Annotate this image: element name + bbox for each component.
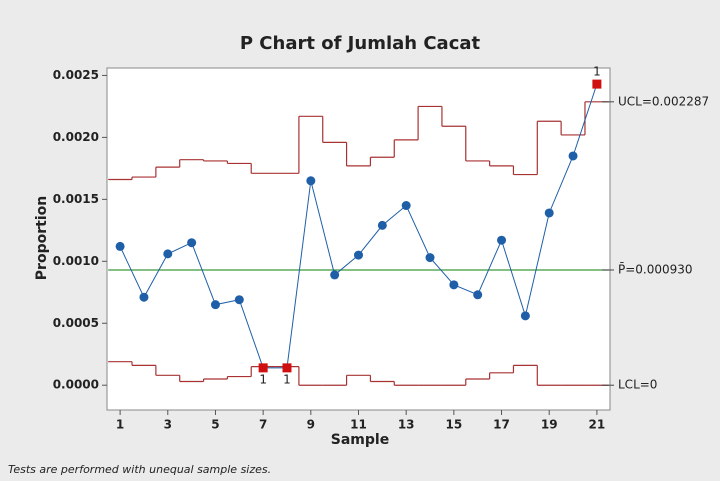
data-point: [473, 290, 483, 300]
data-point: [163, 249, 173, 259]
data-point: [520, 311, 530, 321]
data-point: [401, 201, 411, 211]
data-point: [497, 235, 507, 245]
x-tick-label: 17: [493, 418, 510, 432]
x-tick-label: 7: [259, 418, 267, 432]
flagged-point: [592, 79, 602, 89]
footnote: Tests are performed with unequal sample …: [8, 463, 271, 476]
x-tick-label: 1: [116, 418, 124, 432]
data-point: [377, 220, 387, 230]
limit-label: LCL=0: [618, 378, 657, 392]
x-tick-label: 3: [164, 418, 172, 432]
x-tick-label: 13: [398, 418, 415, 432]
data-point: [330, 270, 340, 280]
data-point: [354, 250, 363, 260]
data-point: [187, 238, 197, 248]
data-point: [568, 151, 578, 161]
data-point: [544, 208, 554, 218]
test-label: 1: [259, 372, 267, 386]
data-point: [210, 300, 220, 310]
flagged-point: [282, 363, 292, 373]
limit-label: P̄=0.000930: [618, 262, 693, 276]
data-point: [234, 295, 244, 305]
data-point: [306, 176, 316, 186]
x-tick-label: 11: [350, 418, 367, 432]
test-label: 1: [283, 372, 291, 386]
x-tick-label: 15: [446, 418, 463, 432]
data-point: [139, 292, 149, 302]
x-tick-label: 19: [541, 418, 558, 432]
y-tick-label: 0.0020: [53, 130, 99, 144]
y-axis-label: Proportion: [34, 196, 50, 280]
x-tick-label: 21: [589, 418, 606, 432]
data-point: [115, 241, 125, 251]
x-tick-label: 9: [307, 418, 315, 432]
x-axis-label: Sample: [331, 432, 389, 448]
plot-area: [106, 67, 611, 411]
chart-title: P Chart of Jumlah Cacat: [240, 33, 481, 54]
y-tick-label: 0.0025: [53, 68, 99, 82]
flagged-point: [258, 363, 268, 373]
limit-label: UCL=0.002287: [618, 94, 709, 108]
data-point: [449, 280, 459, 290]
y-tick-label: 0.0010: [53, 254, 99, 268]
y-tick-label: 0.0005: [53, 316, 99, 330]
y-tick-label: 0.0000: [53, 378, 99, 392]
x-tick-label: 5: [211, 418, 219, 432]
test-label: 1: [593, 65, 601, 79]
y-tick-label: 0.0015: [53, 192, 99, 206]
data-point: [425, 253, 435, 263]
